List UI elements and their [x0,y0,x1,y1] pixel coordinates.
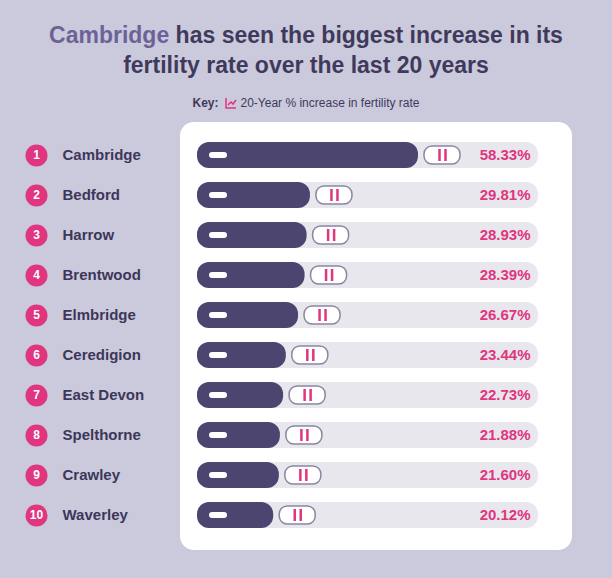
svg-text:1: 1 [33,148,40,162]
svg-text:29.81%: 29.81% [480,186,531,203]
svg-text:Elmbridge: Elmbridge [63,306,136,323]
svg-text:58.33%: 58.33% [480,146,531,163]
svg-text:23.44%: 23.44% [480,346,531,363]
svg-text:East Devon: East Devon [63,386,145,403]
svg-text:Bedford: Bedford [63,186,121,203]
svg-text:Cambridge: Cambridge [63,146,141,163]
svg-text:3: 3 [33,228,40,242]
svg-text:28.39%: 28.39% [480,266,531,283]
svg-text:Spelthorne: Spelthorne [63,426,141,443]
svg-text:9: 9 [33,468,40,482]
svg-text:2: 2 [33,188,40,202]
svg-text:7: 7 [33,388,40,402]
svg-text:5: 5 [33,308,40,322]
svg-text:Waverley: Waverley [63,506,129,523]
html-text:Cambridge has seen the biggest: Cambridge has seen the biggest increase … [49,22,563,78]
svg-text:Harrow: Harrow [63,226,115,243]
svg-text:4: 4 [33,268,40,282]
svg-text:20.12%: 20.12% [480,506,531,523]
svg-text:26.67%: 26.67% [480,306,531,323]
html-text:20-Year % increase in fertilit: 20-Year % increase in fertility rate [240,96,420,110]
html-text:Key:: Key: [192,96,219,110]
svg-text:21.88%: 21.88% [480,426,531,443]
svg-text:10: 10 [30,508,44,522]
svg-text:21.60%: 21.60% [480,466,531,483]
svg-text:8: 8 [33,428,40,442]
svg-text:22.73%: 22.73% [480,386,531,403]
svg-text:28.93%: 28.93% [480,226,531,243]
svg-text:Ceredigion: Ceredigion [63,346,141,363]
svg-text:Brentwood: Brentwood [63,266,141,283]
svg-text:Crawley: Crawley [63,466,121,483]
svg-text:6: 6 [33,348,40,362]
